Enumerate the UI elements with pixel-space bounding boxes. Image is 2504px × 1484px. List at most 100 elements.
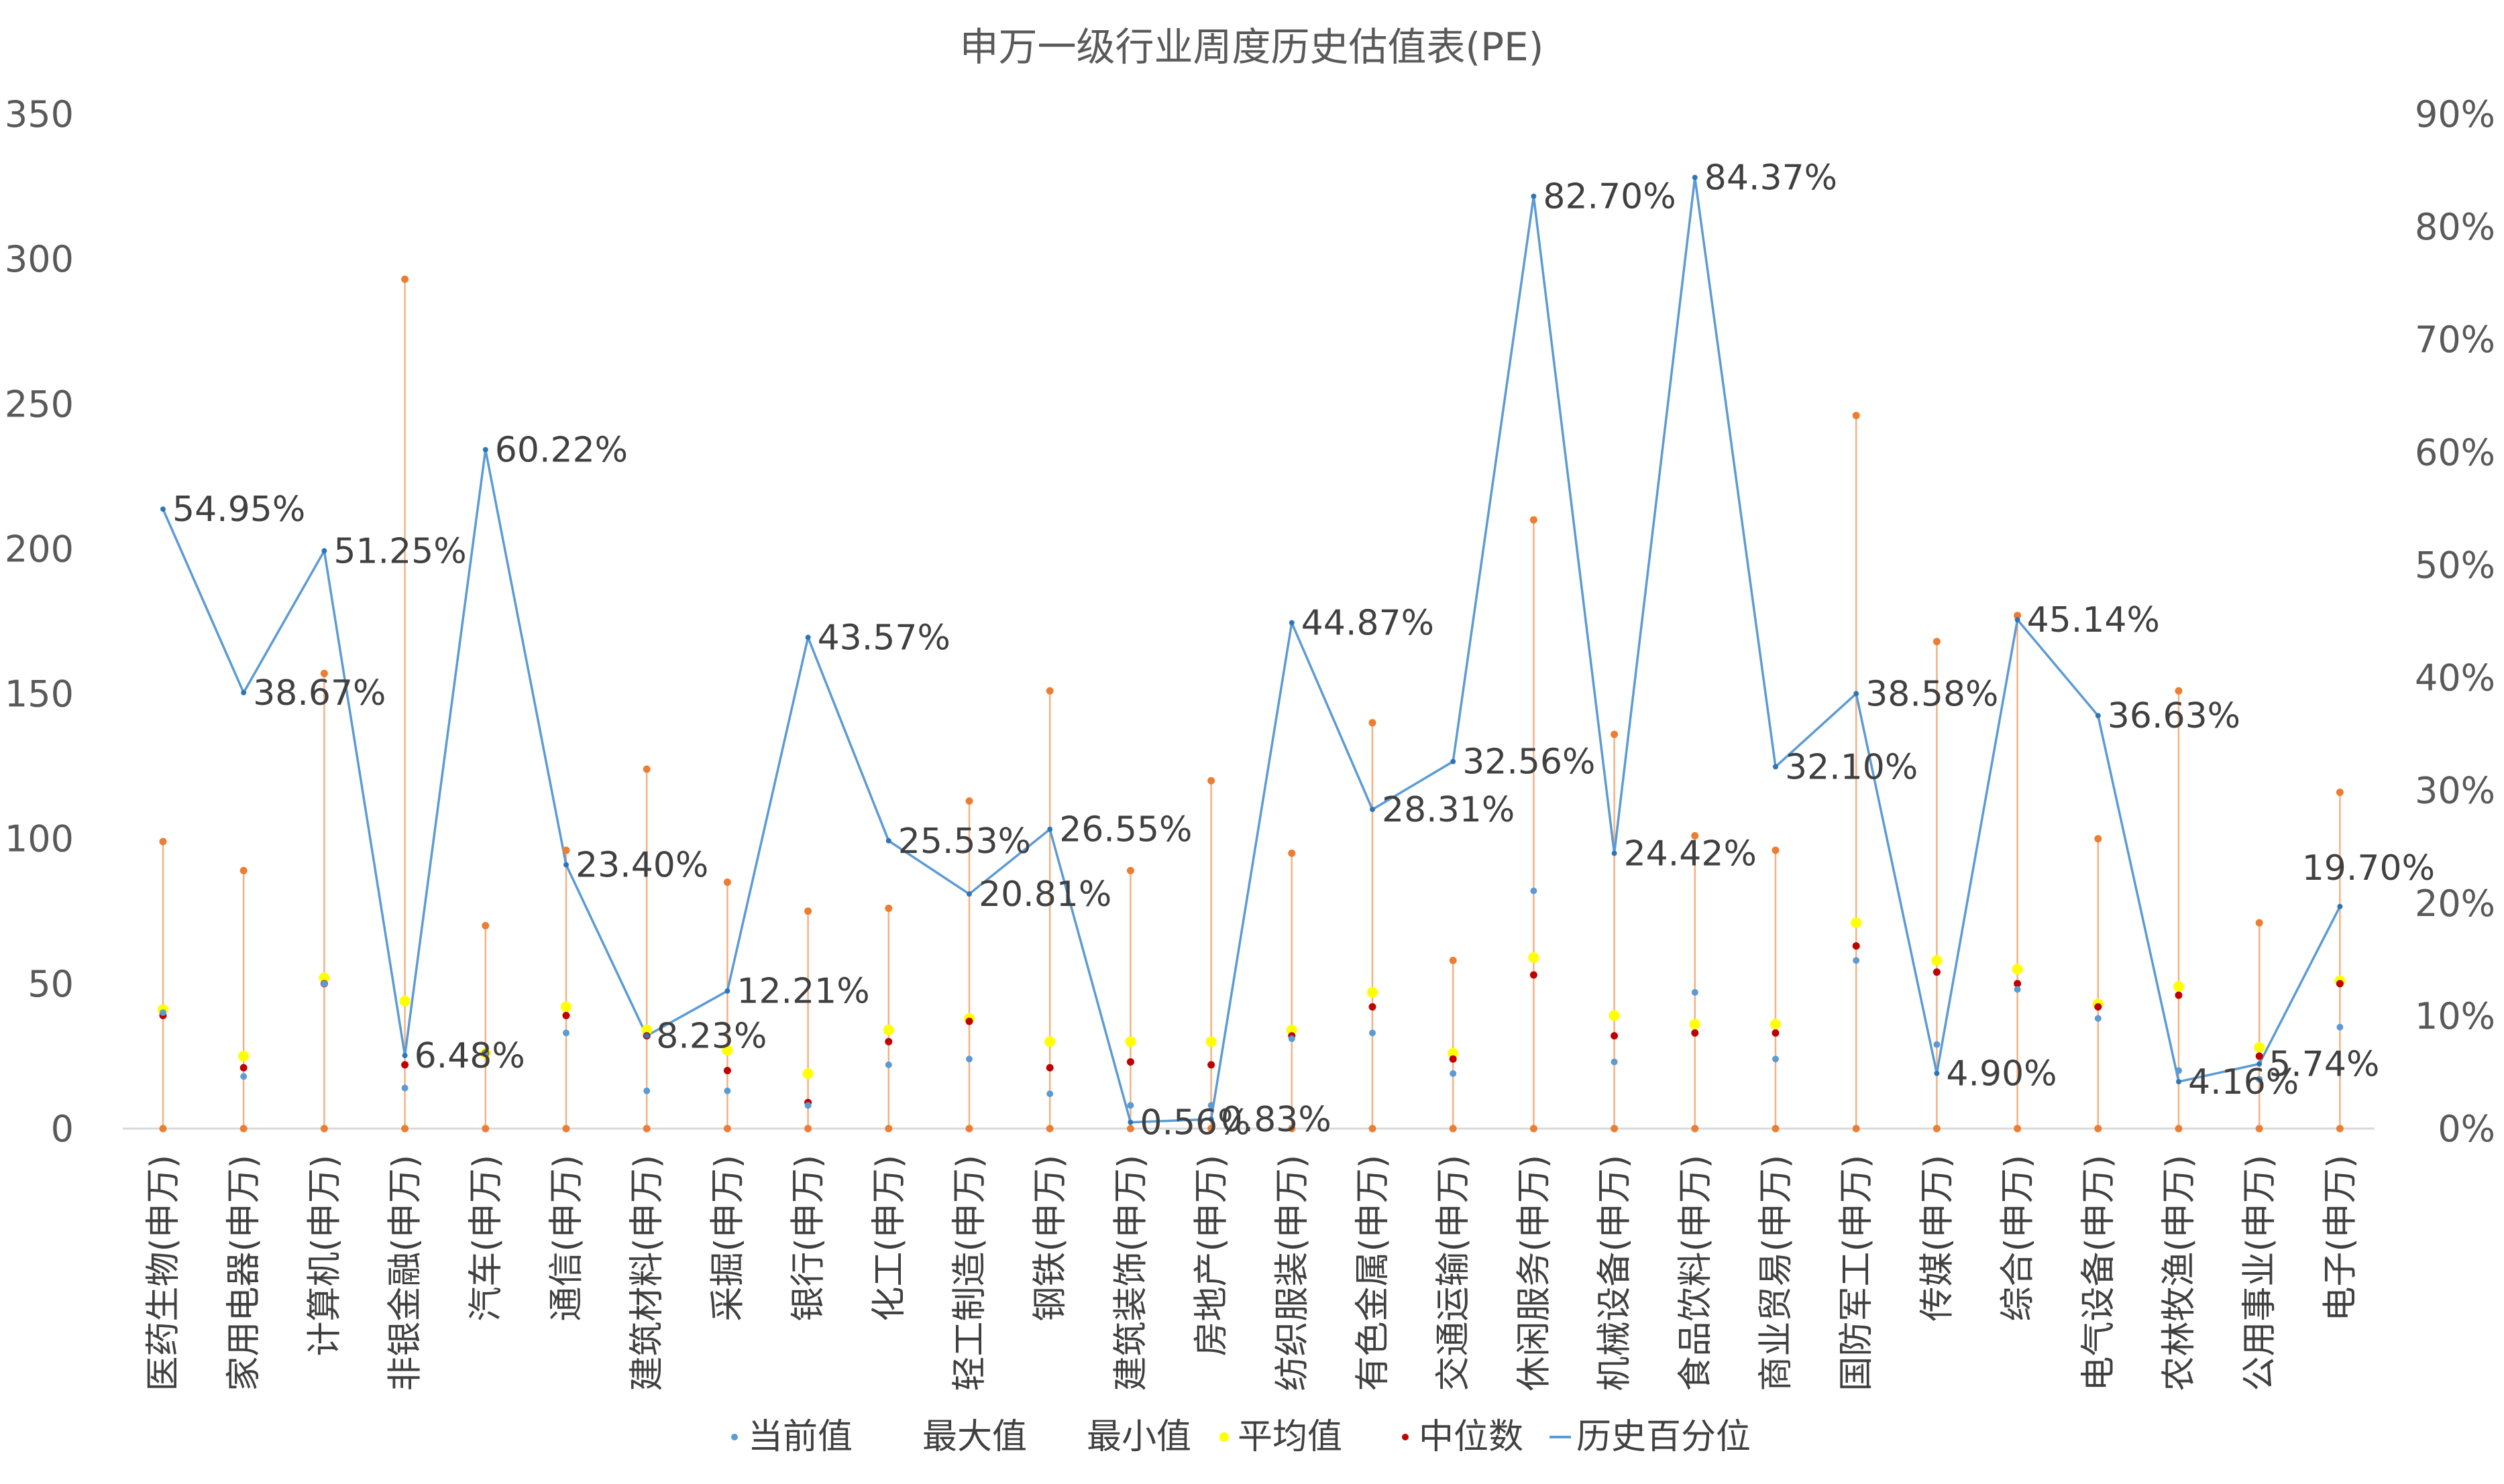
percentile-value-label: 38.58% — [1865, 674, 1998, 714]
y-right-tick-label: 70% — [2415, 319, 2495, 361]
percentile-line-segment — [2016, 619, 2100, 717]
percentile-line-segment — [1774, 693, 1857, 768]
percentile-line-segment — [1935, 619, 2019, 1074]
y-left-tick-label: 50 — [28, 963, 74, 1005]
max-point — [1449, 956, 1457, 964]
current-point — [160, 1009, 166, 1017]
percentile-value-label: 25.53% — [898, 821, 1031, 862]
category-label: 有色金属(申万) — [1353, 1155, 1393, 1391]
percentile-line-segment — [2258, 906, 2341, 1065]
category-label: 家用电器(申万) — [224, 1155, 264, 1391]
average-point — [1125, 1036, 1136, 1047]
current-point — [2175, 1067, 2182, 1074]
current-point — [643, 1087, 651, 1094]
percentile-value-label: 20.81% — [979, 874, 1111, 915]
min-point — [401, 1125, 409, 1133]
category-label: 机械设备(申万) — [1595, 1155, 1635, 1391]
percentile-line-segment — [484, 449, 567, 865]
percentile-value-label: 36.63% — [2108, 696, 2240, 736]
y-left-tick-label: 250 — [5, 383, 74, 425]
y-right-tick-label: 30% — [2415, 770, 2495, 812]
current-point — [1933, 1041, 1941, 1048]
data-points — [158, 174, 2346, 1133]
max-point — [1529, 516, 1537, 524]
category-label: 商业贸易(申万) — [1756, 1155, 1796, 1391]
percentile-value-label: 28.31% — [1382, 790, 1515, 830]
min-point — [482, 1125, 490, 1133]
current-point — [2336, 1023, 2344, 1031]
percentile-point — [321, 548, 327, 554]
legend-label: 最小值 — [1087, 1417, 1191, 1457]
category-label: 通信(申万) — [547, 1155, 587, 1322]
median-point — [2175, 991, 2183, 999]
max-point — [159, 838, 167, 846]
min-point — [562, 1125, 570, 1133]
category-label: 休闲服务(申万) — [1514, 1155, 1554, 1391]
percentile-point — [241, 689, 247, 695]
percentile-point — [885, 838, 891, 844]
min-point — [1288, 1125, 1296, 1133]
average-point — [319, 972, 330, 984]
max-point — [2175, 687, 2183, 695]
legend-dot-marker — [1219, 1432, 1229, 1442]
max-point — [1207, 777, 1215, 785]
percentile-value-label: 60.22% — [495, 431, 628, 471]
y-right-tick-label: 40% — [2415, 657, 2495, 699]
category-label: 采掘(申万) — [708, 1155, 748, 1322]
percentile-point — [1128, 1119, 1134, 1125]
average-point — [399, 995, 411, 1007]
percentile-value-label: 32.10% — [1785, 747, 1918, 787]
percentile-line-segment — [565, 864, 648, 1037]
percentile-value-label: 54.95% — [172, 490, 305, 530]
percentile-line-segment — [162, 508, 245, 693]
median-point — [1126, 1058, 1134, 1066]
percentile-point — [1208, 1117, 1214, 1123]
average-point — [1851, 917, 1862, 929]
average-point — [1609, 1010, 1620, 1021]
y-left-tick-label: 350 — [5, 93, 74, 135]
current-point — [1691, 988, 1698, 996]
max-point — [885, 904, 893, 912]
median-point — [1046, 1064, 1054, 1072]
y-right-tick-label: 0% — [2438, 1108, 2495, 1150]
average-point — [1205, 1036, 1217, 1047]
percentile-value-label: 45.14% — [2027, 600, 2160, 640]
min-point — [965, 1125, 973, 1133]
current-point — [1369, 1029, 1376, 1037]
category-label: 公用事业(申万) — [2240, 1155, 2280, 1391]
median-point — [562, 1011, 570, 1019]
min-point — [1691, 1125, 1699, 1133]
median-point — [723, 1067, 731, 1075]
percentile-value-label: 43.57% — [818, 618, 950, 659]
max-point — [1611, 730, 1619, 738]
category-label: 农林牧渔(申万) — [2159, 1155, 2199, 1391]
average-point — [1044, 1036, 1056, 1047]
min-point — [1046, 1125, 1054, 1133]
current-point — [724, 1087, 731, 1094]
legend-label: 历史百分位 — [1576, 1417, 1751, 1457]
average-point — [1931, 955, 1943, 966]
current-point — [1772, 1055, 1779, 1063]
percentile-value-label: 24.42% — [1624, 834, 1757, 874]
min-point — [2175, 1125, 2183, 1133]
percentile-line-segment — [968, 828, 1051, 895]
min-point — [1368, 1125, 1376, 1133]
percentile-point — [1853, 691, 1859, 697]
percentile-value-label: 38.67% — [253, 673, 386, 714]
min-point — [885, 1125, 893, 1133]
median-point — [2014, 980, 2022, 988]
percentile-value-label: 5.74% — [2269, 1045, 2379, 1085]
percentile-point — [805, 634, 811, 640]
median-point — [1691, 1029, 1699, 1037]
min-point — [2255, 1125, 2263, 1133]
percentile-line-segment — [1452, 196, 1535, 762]
current-point — [321, 980, 328, 987]
average-point — [1448, 1047, 1459, 1059]
average-point — [1689, 1019, 1700, 1030]
current-point — [2014, 986, 2021, 993]
min-point — [2336, 1125, 2344, 1133]
min-point — [1933, 1125, 1941, 1133]
percentile-value-label: 12.21% — [737, 972, 869, 1012]
max-point — [1368, 719, 1376, 727]
